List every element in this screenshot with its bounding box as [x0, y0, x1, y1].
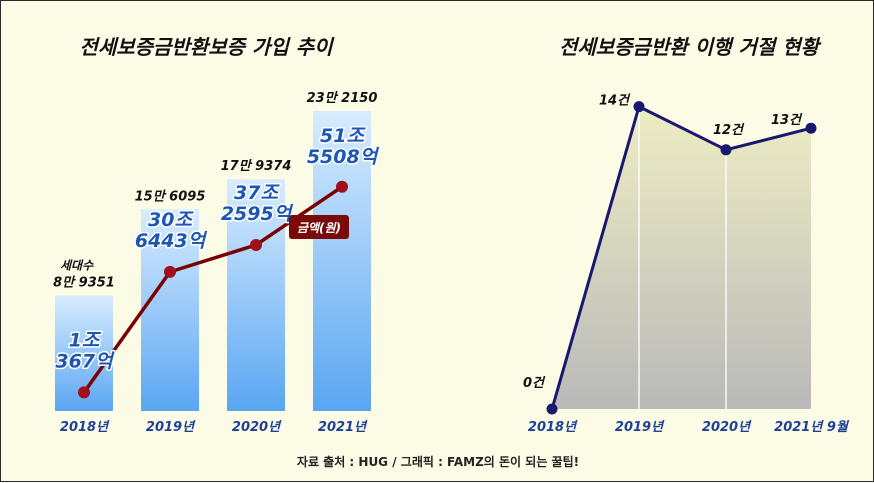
- amount-marker: [78, 386, 90, 399]
- refusal-area: [552, 106, 811, 409]
- x-tick-label: 2020년: [232, 420, 282, 435]
- left-chart-title: 전세보증금반환보증 가입 추이: [79, 35, 335, 59]
- amount-label-eok: 2595억: [221, 203, 294, 225]
- bar-value-label: 15만 6095: [135, 188, 206, 204]
- amount-label-jo: 1조: [69, 329, 102, 351]
- amount-label-jo: 37조: [234, 182, 280, 204]
- line-legend-tag: 금액(원): [289, 215, 349, 239]
- x-tick-label: 2018년: [528, 420, 578, 435]
- x-tick-label: 2021년: [318, 420, 368, 435]
- right-area-group: 0건 2018년 14건 2019년 12건 2020년 13건 2021년 9월: [523, 94, 850, 435]
- amount-label-eok: 6443억: [135, 230, 208, 252]
- amount-label-jo: 30조: [148, 209, 194, 231]
- refusal-value-label: 0건: [523, 376, 546, 391]
- bar-2021년: [313, 110, 371, 412]
- amount-label-eok: 5508억: [307, 146, 380, 168]
- line-legend-box: [289, 215, 349, 239]
- amount-marker: [336, 180, 348, 193]
- x-tick-label: 2018년: [60, 420, 110, 435]
- amount-marker: [250, 238, 262, 251]
- bar-unit-label: 세대수: [60, 259, 94, 273]
- amount-label-eok: 367억: [55, 350, 115, 372]
- refusal-marker: [633, 101, 645, 113]
- x-tick-label: 2019년: [146, 420, 196, 435]
- bar-value-label: 17만 9374: [221, 158, 292, 174]
- left-bars-group: 8만 9351 2018년 세대수 15만 6095 2019년 17만 9374 2020…: [53, 90, 377, 435]
- right-chart-title: 전세보증금반환 이행 거절 현황: [559, 35, 822, 59]
- refusal-value-label: 13건: [771, 113, 803, 128]
- refusal-line: [550, 105, 812, 410]
- refusal-marker: [546, 403, 558, 415]
- refusal-marker: [720, 144, 732, 156]
- refusal-marker: [805, 122, 817, 134]
- amount-label-jo: 51조: [320, 125, 366, 147]
- x-tick-label: 2019년: [615, 420, 665, 435]
- bar-value-label: 23만 2150: [307, 90, 378, 106]
- bar-2019년: [141, 209, 199, 411]
- bar-value-label: 8만 9351: [53, 275, 115, 291]
- refusal-value-label: 14건: [599, 94, 631, 109]
- source-note: 자료 출처 : HUG / 그래픽 : FAMZ의 돈이 되는 꿀팁!: [296, 455, 580, 469]
- x-tick-label: 2021년 9월: [774, 420, 850, 435]
- amount-marker: [164, 265, 176, 278]
- bar-2020년: [227, 179, 285, 411]
- line-legend-label: 금액(원): [297, 221, 341, 235]
- refusal-value-label: 12건: [713, 123, 745, 138]
- x-tick-label: 2020년: [702, 420, 752, 435]
